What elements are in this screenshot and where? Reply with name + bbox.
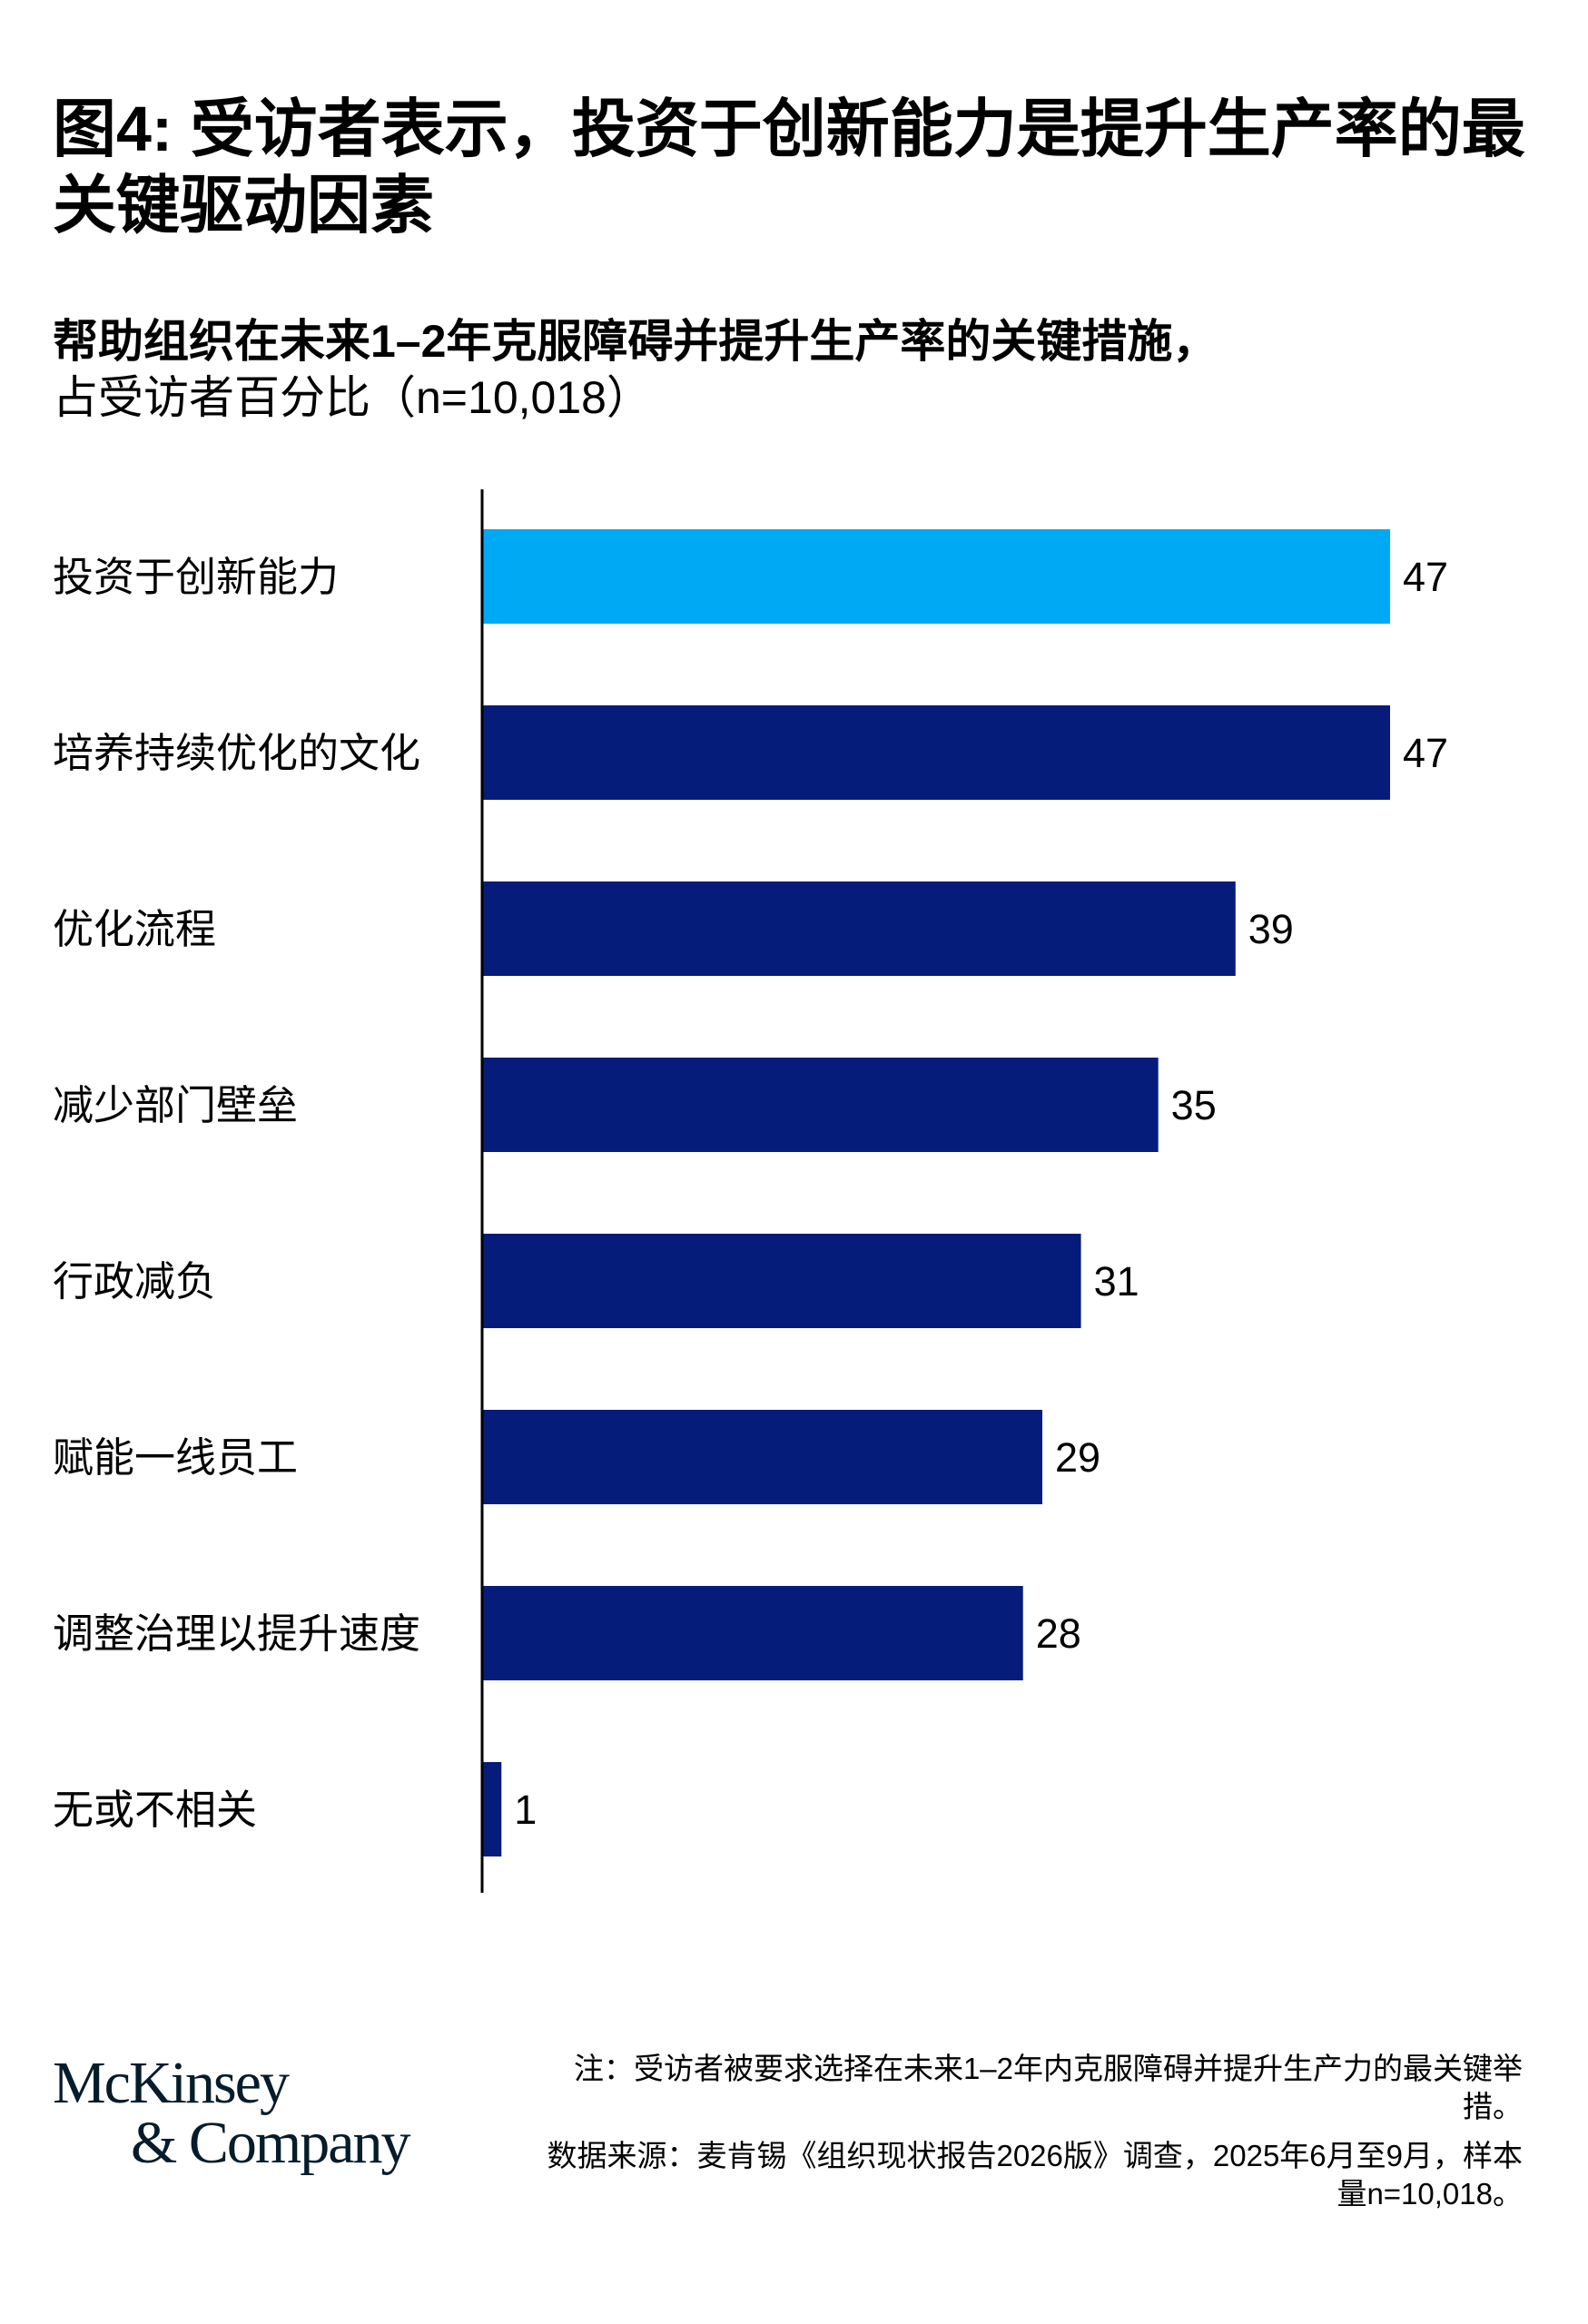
mckinsey-logo: McKinsey & Company — [53, 2050, 410, 2176]
value-label: 35 — [1171, 1082, 1217, 1128]
category-label: 行政减负 — [53, 1258, 216, 1305]
bar-chart: 投资于创新能力 47 培养持续优化的文化 47 优化流程 39 减少部门壁垒 35 行政减负 31… — [53, 489, 1448, 1893]
bar — [482, 1058, 1159, 1152]
bar — [482, 881, 1236, 976]
bar — [482, 529, 1390, 624]
value-label: 47 — [1403, 554, 1448, 600]
category-label: 减少部门壁垒 — [53, 1082, 298, 1128]
logo-line-2: & Company — [131, 2110, 410, 2176]
bar — [482, 1586, 1023, 1680]
category-label: 投资于创新能力 — [53, 554, 339, 600]
value-label: 29 — [1055, 1434, 1100, 1481]
bar — [482, 1762, 502, 1856]
bar — [482, 1234, 1081, 1328]
bar — [482, 705, 1390, 800]
value-label: 39 — [1248, 906, 1294, 952]
value-label: 47 — [1403, 730, 1448, 776]
bar — [482, 1410, 1043, 1504]
category-label: 赋能一线员工 — [53, 1434, 298, 1481]
logo-line-1: McKinsey — [53, 2050, 290, 2116]
chart-title: 图4: 受访者表示，投资于创新能力是提升生产率的最关键驱动因素 — [53, 94, 1525, 241]
chart-subtitle: 帮助组织在未来1–2年克服障碍并提升生产率的关键措施， 占受访者百分比（n=10… — [53, 313, 1218, 426]
category-label: 调整治理以提升速度 — [53, 1610, 420, 1657]
footnotes: 注：受访者被要求选择在未来1–2年内克服障碍并提升生产力的最关键举措。 数据来源… — [524, 2050, 1523, 2224]
value-label: 28 — [1036, 1610, 1081, 1657]
source-text: 数据来源：麦肯锡《组织现状报告2026版》调查，2025年6月至9月，样本量n=… — [547, 2139, 1523, 2211]
subtitle-bold: 帮助组织在未来1–2年克服障碍并提升生产率的关键措施， — [53, 316, 1218, 367]
value-label: 1 — [514, 1787, 537, 1833]
category-label: 培养持续优化的文化 — [53, 730, 420, 776]
value-label: 31 — [1094, 1258, 1139, 1305]
category-label: 无或不相关 — [53, 1787, 257, 1833]
note-text: 注：受访者被要求选择在未来1–2年内克服障碍并提升生产力的最关键举措。 — [573, 2052, 1523, 2123]
subtitle-regular: 占受访者百分比（n=10,018） — [53, 372, 652, 423]
category-label: 优化流程 — [53, 906, 216, 952]
